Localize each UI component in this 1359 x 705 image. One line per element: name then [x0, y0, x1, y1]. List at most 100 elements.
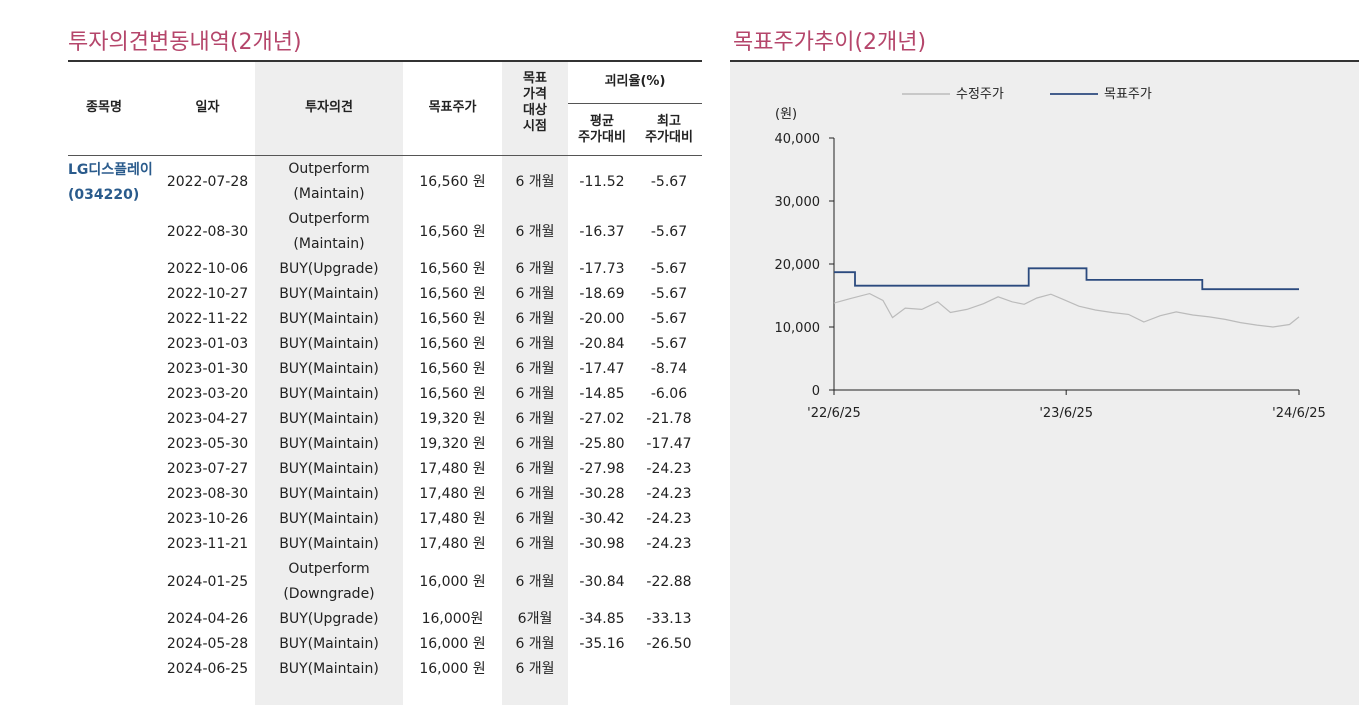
- y-tick-label: 0: [812, 384, 820, 399]
- y-tick-label: 10,000: [775, 321, 821, 336]
- header-target-period: 목표 가격 대상 시점: [523, 71, 547, 134]
- row-target-price: 17,480 원: [419, 536, 486, 552]
- row-target-period: 6 개월: [515, 573, 555, 590]
- row-target-period: 6 개월: [515, 361, 555, 377]
- row-avg-disparity: -17.47: [579, 361, 625, 377]
- row-avg-disparity: -30.98: [579, 536, 625, 552]
- row-target-period: 6 개월: [515, 311, 555, 327]
- legend-label: 목표주가: [1104, 87, 1152, 102]
- opinion-column-shade: [255, 60, 403, 705]
- row-target-period: 6 개월: [515, 286, 555, 302]
- row-max-disparity: -5.67: [650, 223, 688, 240]
- row-date: 2024-01-25: [166, 573, 249, 590]
- y-tick-label: 40,000: [775, 132, 821, 147]
- row-date: 2023-07-27: [166, 461, 249, 477]
- row-avg-disparity: -20.00: [579, 311, 625, 327]
- row-max-disparity: -17.47: [646, 436, 692, 452]
- row-target-price: 19,320 원: [419, 436, 486, 452]
- row-avg-disparity: -18.69: [579, 286, 625, 302]
- row-opinion: BUY(Maintain): [279, 661, 379, 677]
- row-target-period: 6 개월: [515, 661, 555, 677]
- row-avg-disparity: -30.42: [579, 511, 625, 527]
- row-avg-disparity: -27.02: [579, 411, 625, 427]
- row-avg-disparity: -25.80: [579, 436, 625, 452]
- row-date: 2023-08-30: [166, 486, 249, 502]
- y-axis-unit: (원): [775, 107, 797, 122]
- row-target-period: 6 개월: [515, 486, 555, 502]
- chart-panel: [730, 60, 1359, 705]
- row-date: 2023-10-26: [166, 511, 249, 527]
- row-opinion: BUY(Maintain): [279, 461, 379, 477]
- row-opinion: BUY(Maintain): [279, 411, 379, 427]
- row-avg-disparity: -20.84: [579, 336, 625, 352]
- row-date: 2022-08-30: [166, 223, 249, 240]
- row-avg-disparity: -30.84: [579, 573, 625, 590]
- row-target-price: 16,560 원: [419, 261, 486, 277]
- row-opinion: BUY(Maintain): [279, 286, 379, 302]
- row-opinion: BUY(Maintain): [279, 486, 379, 502]
- period-column-shade: [502, 60, 568, 705]
- row-max-disparity: -5.67: [650, 336, 688, 352]
- legend-label: 수정주가: [956, 87, 1004, 102]
- header-max-disparity: 최고 주가대비: [645, 114, 693, 145]
- row-avg-disparity: [568, 657, 636, 682]
- row-opinion: BUY(Maintain): [279, 336, 379, 352]
- row-date: 2023-03-20: [166, 386, 249, 402]
- header-opinion: 투자의견: [305, 100, 353, 115]
- row-target-price: 17,480 원: [419, 461, 486, 477]
- row-opinion: BUY(Maintain): [279, 436, 379, 452]
- row-avg-disparity: -34.85: [579, 611, 625, 627]
- opinion-history-table: 종목명 일자 투자의견 목표주가 목표 가격 대상 시점 괴리율(%) 평균 주…: [68, 60, 702, 705]
- x-tick-label: '23/6/25: [1039, 406, 1093, 421]
- row-date: 2023-05-30: [166, 436, 249, 452]
- row-avg-disparity: -16.37: [579, 223, 625, 240]
- row-date: 2022-11-22: [166, 311, 249, 327]
- row-target-price: 16,560 원: [419, 336, 486, 352]
- table-header-rule: [68, 155, 702, 156]
- row-target-price: 16,560 원: [419, 361, 486, 377]
- target-price-line: [834, 267, 1299, 291]
- row-target-price: 16,560 원: [419, 286, 486, 302]
- row-opinion: Outperform (Maintain): [288, 211, 370, 252]
- row-date: 2023-11-21: [166, 536, 249, 552]
- header-disparity: 괴리율(%): [604, 74, 666, 89]
- row-target-period: 6 개월: [515, 536, 555, 552]
- row-date: 2023-04-27: [166, 411, 249, 427]
- target-price-chart: 40,000 30,000 20,000 10,000 0 (원) '22/6/25 '23/…: [775, 87, 1326, 421]
- table-top-rule: [68, 60, 702, 62]
- row-target-price: 16,000 원: [419, 573, 486, 590]
- row-target-period: 6 개월: [515, 511, 555, 527]
- row-opinion: Outperform (Downgrade): [283, 561, 375, 602]
- row-max-disparity: -5.67: [650, 286, 688, 302]
- row-opinion: BUY(Maintain): [279, 536, 379, 552]
- y-tick-label: 20,000: [775, 258, 821, 273]
- row-avg-disparity: -17.73: [579, 261, 625, 277]
- header-target-price: 목표주가: [428, 100, 477, 115]
- row-target-price: 17,480 원: [419, 486, 486, 502]
- row-max-disparity: -24.23: [646, 511, 692, 527]
- row-date: 2022-10-27: [166, 286, 249, 302]
- row-target-price: 16,000 원: [419, 661, 486, 677]
- row-avg-disparity: -14.85: [579, 386, 625, 402]
- row-target-price: 17,480 원: [419, 511, 486, 527]
- row-max-disparity: -6.06: [650, 386, 688, 402]
- header-company: 종목명: [86, 100, 122, 115]
- row-max-disparity: -22.88: [646, 573, 692, 590]
- row-target-period: 6 개월: [515, 336, 555, 352]
- row-max-disparity: -24.23: [646, 536, 692, 552]
- row-max-disparity: -24.23: [646, 486, 692, 502]
- header-date: 일자: [195, 100, 220, 115]
- row-avg-disparity: -35.16: [579, 636, 625, 652]
- row-target-period: 6 개월: [515, 636, 555, 652]
- row-max-disparity: -5.67: [650, 261, 688, 277]
- row-date: 2022-10-06: [166, 261, 249, 277]
- row-opinion: BUY(Maintain): [279, 636, 379, 652]
- row-date: 2023-01-30: [166, 361, 249, 377]
- row-target-period: 6 개월: [515, 173, 555, 190]
- row-opinion: BUY(Maintain): [279, 361, 379, 377]
- chart-section-title: 목표주가추이(2개년): [733, 30, 927, 55]
- row-date: 2024-04-26: [166, 611, 249, 627]
- row-opinion: BUY(Upgrade): [279, 261, 379, 277]
- row-date: 2024-05-28: [166, 636, 249, 652]
- row-target-price: 16,000원: [421, 611, 484, 627]
